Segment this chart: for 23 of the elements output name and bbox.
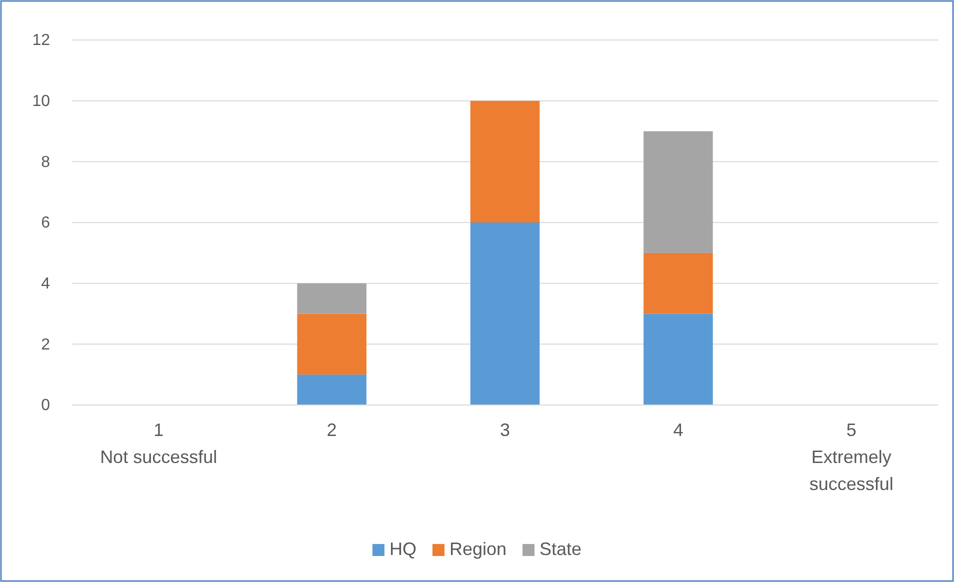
x-tick-label: 5 Extremely successful	[809, 420, 894, 494]
bar	[297, 283, 366, 314]
legend-label: Region	[449, 539, 507, 559]
y-tick-label: 4	[41, 275, 50, 292]
bar	[644, 131, 713, 253]
bar	[644, 314, 713, 405]
y-tick-label: 2	[41, 336, 50, 354]
bar	[470, 100, 540, 222]
y-tick-label: 6	[41, 214, 50, 232]
legend-label: HQ	[389, 539, 416, 559]
bar	[297, 374, 366, 405]
y-tick-label: 10	[32, 92, 50, 110]
x-tick-label: 4	[673, 420, 684, 440]
bar	[644, 252, 713, 314]
y-tick-label: 0	[41, 397, 50, 414]
legend-label: State	[540, 539, 582, 559]
y-tick-label: 8	[41, 154, 50, 171]
bar	[297, 314, 366, 375]
y-tick-label: 12	[32, 32, 50, 50]
x-tick-label: 2	[326, 420, 337, 440]
x-tick-label: 3	[500, 420, 510, 440]
bar	[470, 222, 540, 405]
x-tick-label: 1 Not successful	[100, 420, 218, 467]
